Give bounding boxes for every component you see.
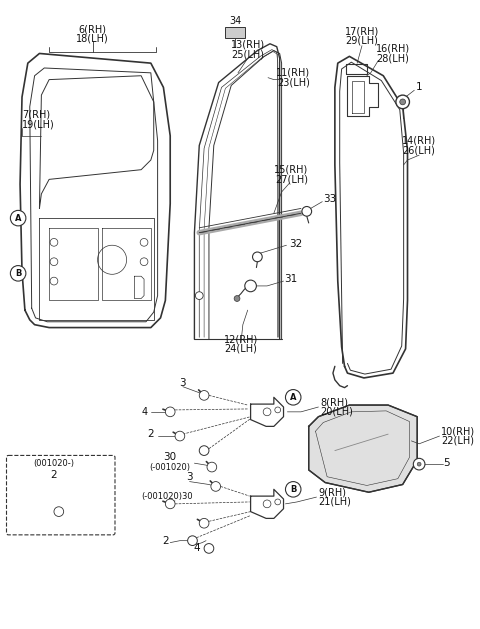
Text: 21(LH): 21(LH) — [318, 497, 351, 507]
Text: 11(RH): 11(RH) — [276, 68, 310, 78]
Text: 3: 3 — [186, 472, 193, 482]
Circle shape — [413, 459, 425, 470]
Text: 27(LH): 27(LH) — [275, 174, 308, 184]
Circle shape — [11, 265, 26, 281]
Circle shape — [11, 210, 26, 226]
Text: 17(RH): 17(RH) — [345, 26, 379, 36]
Circle shape — [54, 507, 64, 516]
Text: 3: 3 — [180, 378, 186, 388]
Polygon shape — [309, 405, 417, 493]
Text: 32: 32 — [289, 239, 303, 249]
Circle shape — [165, 499, 175, 509]
Text: A: A — [290, 393, 297, 402]
FancyBboxPatch shape — [7, 455, 115, 535]
Circle shape — [302, 206, 312, 216]
Text: 5: 5 — [443, 458, 450, 468]
Text: 19(LH): 19(LH) — [22, 119, 55, 129]
Circle shape — [199, 518, 209, 528]
Circle shape — [204, 543, 214, 554]
Circle shape — [234, 296, 240, 301]
Text: 10(RH): 10(RH) — [442, 426, 476, 437]
Circle shape — [175, 431, 185, 441]
Circle shape — [286, 482, 301, 497]
Circle shape — [188, 536, 197, 545]
Circle shape — [252, 252, 262, 262]
Text: 2: 2 — [51, 470, 57, 480]
Text: 4: 4 — [142, 407, 148, 417]
Text: B: B — [290, 485, 297, 494]
Circle shape — [417, 462, 421, 466]
Circle shape — [195, 292, 203, 299]
Text: 30: 30 — [164, 452, 177, 462]
Text: (-001020): (-001020) — [150, 462, 191, 472]
Text: 34: 34 — [229, 16, 241, 26]
Circle shape — [199, 391, 209, 400]
Text: 20(LH): 20(LH) — [320, 407, 353, 417]
Text: 16(RH): 16(RH) — [376, 43, 410, 53]
Text: 15(RH): 15(RH) — [274, 165, 309, 175]
Text: 2: 2 — [162, 536, 168, 546]
Text: 25(LH): 25(LH) — [231, 50, 264, 59]
Text: 14(RH): 14(RH) — [402, 136, 436, 146]
Text: 26(LH): 26(LH) — [403, 145, 435, 155]
Text: 28(LH): 28(LH) — [376, 53, 409, 64]
Text: 23(LH): 23(LH) — [277, 77, 310, 87]
Circle shape — [199, 446, 209, 455]
Text: 2: 2 — [147, 429, 154, 439]
Text: 9(RH): 9(RH) — [318, 487, 347, 498]
Text: (-001020)30: (-001020)30 — [141, 492, 193, 501]
Text: 18(LH): 18(LH) — [76, 34, 109, 44]
Circle shape — [165, 407, 175, 416]
Circle shape — [286, 389, 301, 405]
Text: 22(LH): 22(LH) — [442, 436, 474, 446]
Text: 4: 4 — [193, 543, 200, 554]
Text: (001020-): (001020-) — [34, 459, 74, 468]
Text: 6(RH): 6(RH) — [79, 25, 107, 34]
Text: 13(RH): 13(RH) — [230, 40, 265, 50]
Circle shape — [400, 99, 406, 105]
Text: B: B — [15, 269, 21, 278]
Circle shape — [396, 95, 409, 109]
Text: 12(RH): 12(RH) — [224, 334, 258, 344]
Bar — [226, 27, 245, 38]
Text: A: A — [15, 214, 22, 223]
Text: 8(RH): 8(RH) — [320, 397, 348, 407]
Text: 1: 1 — [416, 82, 422, 92]
Circle shape — [211, 482, 221, 491]
Text: 24(LH): 24(LH) — [225, 344, 257, 354]
Text: 31: 31 — [285, 274, 298, 284]
Text: 7(RH): 7(RH) — [22, 109, 50, 120]
Circle shape — [245, 280, 256, 292]
Text: 29(LH): 29(LH) — [346, 36, 378, 46]
Text: 33: 33 — [324, 194, 336, 204]
Circle shape — [207, 462, 216, 472]
